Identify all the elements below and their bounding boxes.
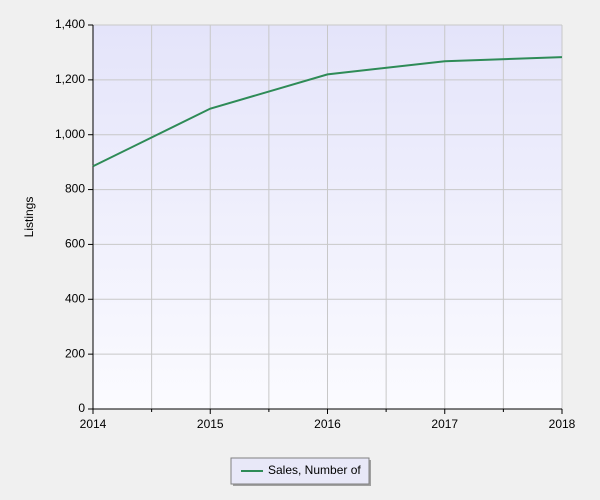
- y-tick-label: 800: [65, 182, 85, 196]
- x-tick-label: 2017: [431, 417, 458, 431]
- y-tick-label: 1,000: [55, 127, 85, 141]
- y-tick-label: 1,400: [55, 17, 85, 31]
- y-tick-label: 400: [65, 291, 85, 305]
- legend-label: Sales, Number of: [268, 463, 361, 477]
- x-tick-label: 2014: [80, 417, 107, 431]
- y-tick-label: 200: [65, 346, 85, 360]
- y-tick-label: 0: [78, 401, 85, 415]
- x-tick-label: 2015: [197, 417, 224, 431]
- data-line: [92, 56, 563, 168]
- y-tick-label: 1,200: [55, 72, 85, 86]
- x-tick-label: 2016: [314, 417, 341, 431]
- x-tick-label: 2018: [549, 417, 576, 431]
- y-axis-label: Listings: [22, 197, 36, 238]
- y-tick-label: 600: [65, 237, 85, 251]
